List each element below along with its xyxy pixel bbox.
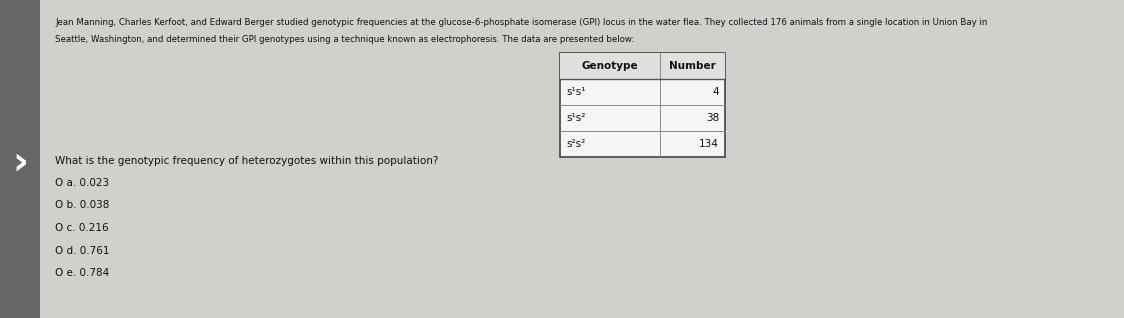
Bar [560,53,725,79]
Text: 38: 38 [706,113,719,123]
Text: s¹s¹: s¹s¹ [566,87,586,97]
Bar [560,53,725,157]
Text: O d. 0.761: O d. 0.761 [55,246,109,256]
Text: 134: 134 [699,139,719,149]
Text: O e. 0.784: O e. 0.784 [55,268,109,278]
Text: Jean Manning, Charles Kerfoot, and Edward Berger studied genotypic frequencies a: Jean Manning, Charles Kerfoot, and Edwar… [55,18,987,27]
Text: s²s²: s²s² [566,139,586,149]
Text: ›: › [12,144,28,182]
Text: s¹s²: s¹s² [566,113,586,123]
Bar [0,0,40,318]
Text: 4: 4 [713,87,719,97]
Text: O c. 0.216: O c. 0.216 [55,223,109,233]
Text: Seattle, Washington, and determined their GPI genotypes using a technique known : Seattle, Washington, and determined thei… [55,35,634,44]
Text: Number: Number [669,61,716,71]
Text: What is the genotypic frequency of heterozygotes within this population?: What is the genotypic frequency of heter… [55,156,438,166]
Text: Genotype: Genotype [582,61,638,71]
Text: O b. 0.038: O b. 0.038 [55,200,109,210]
Text: O a. 0.023: O a. 0.023 [55,178,109,188]
